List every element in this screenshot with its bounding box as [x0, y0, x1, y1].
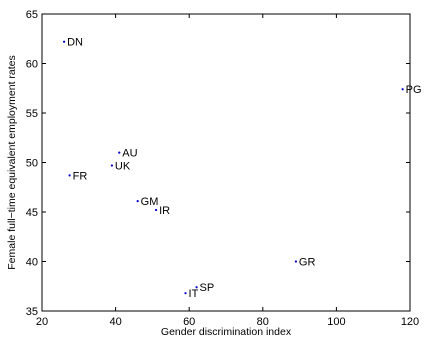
x-tick-label: 80 — [257, 316, 269, 328]
x-tick-label: 60 — [183, 316, 195, 328]
point-label-it: IT — [189, 288, 199, 300]
y-tick-label: 55 — [26, 108, 38, 120]
point-label-dn: DN — [67, 37, 83, 49]
point-label-pg: PG — [406, 84, 422, 96]
y-axis-label: Female full−time equivalent employment r… — [6, 55, 18, 269]
axis-ticks: 20 40 60 80 100 120 35 40 45 50 55 60 65 — [26, 9, 419, 328]
x-tick-label: 40 — [109, 316, 121, 328]
data-point-gr — [294, 260, 298, 263]
point-label-gm: GM — [141, 196, 159, 208]
data-point-dn — [62, 40, 66, 43]
y-tick-label: 50 — [26, 158, 38, 170]
data-point-fr — [68, 174, 71, 177]
data-point-au — [118, 151, 121, 154]
y-tick-label: 35 — [26, 306, 38, 318]
point-label-ir: IR — [159, 205, 170, 217]
point-label-uk: UK — [115, 160, 131, 172]
y-tick-label: 45 — [26, 207, 38, 219]
y-tick-label: 40 — [26, 257, 38, 269]
x-tick-label: 20 — [36, 316, 48, 328]
point-label-gr: GR — [299, 257, 316, 269]
data-point-ir — [154, 208, 158, 212]
x-tick-label: 120 — [401, 316, 419, 328]
data-point-pg — [401, 88, 404, 91]
data-point-uk — [110, 164, 114, 167]
data-point-gm — [136, 200, 139, 203]
x-axis-label: Gender discrimination index — [161, 326, 292, 338]
y-tick-label: 65 — [26, 9, 38, 21]
x-tick-label: 100 — [327, 316, 345, 328]
point-label-au: AU — [122, 148, 137, 160]
y-tick-label: 60 — [26, 59, 38, 71]
data-point-sp — [195, 286, 198, 289]
plot-frame — [41, 13, 411, 312]
point-label-fr: FR — [73, 170, 88, 182]
point-label-sp: SP — [200, 282, 215, 294]
data-point-it — [184, 292, 187, 295]
